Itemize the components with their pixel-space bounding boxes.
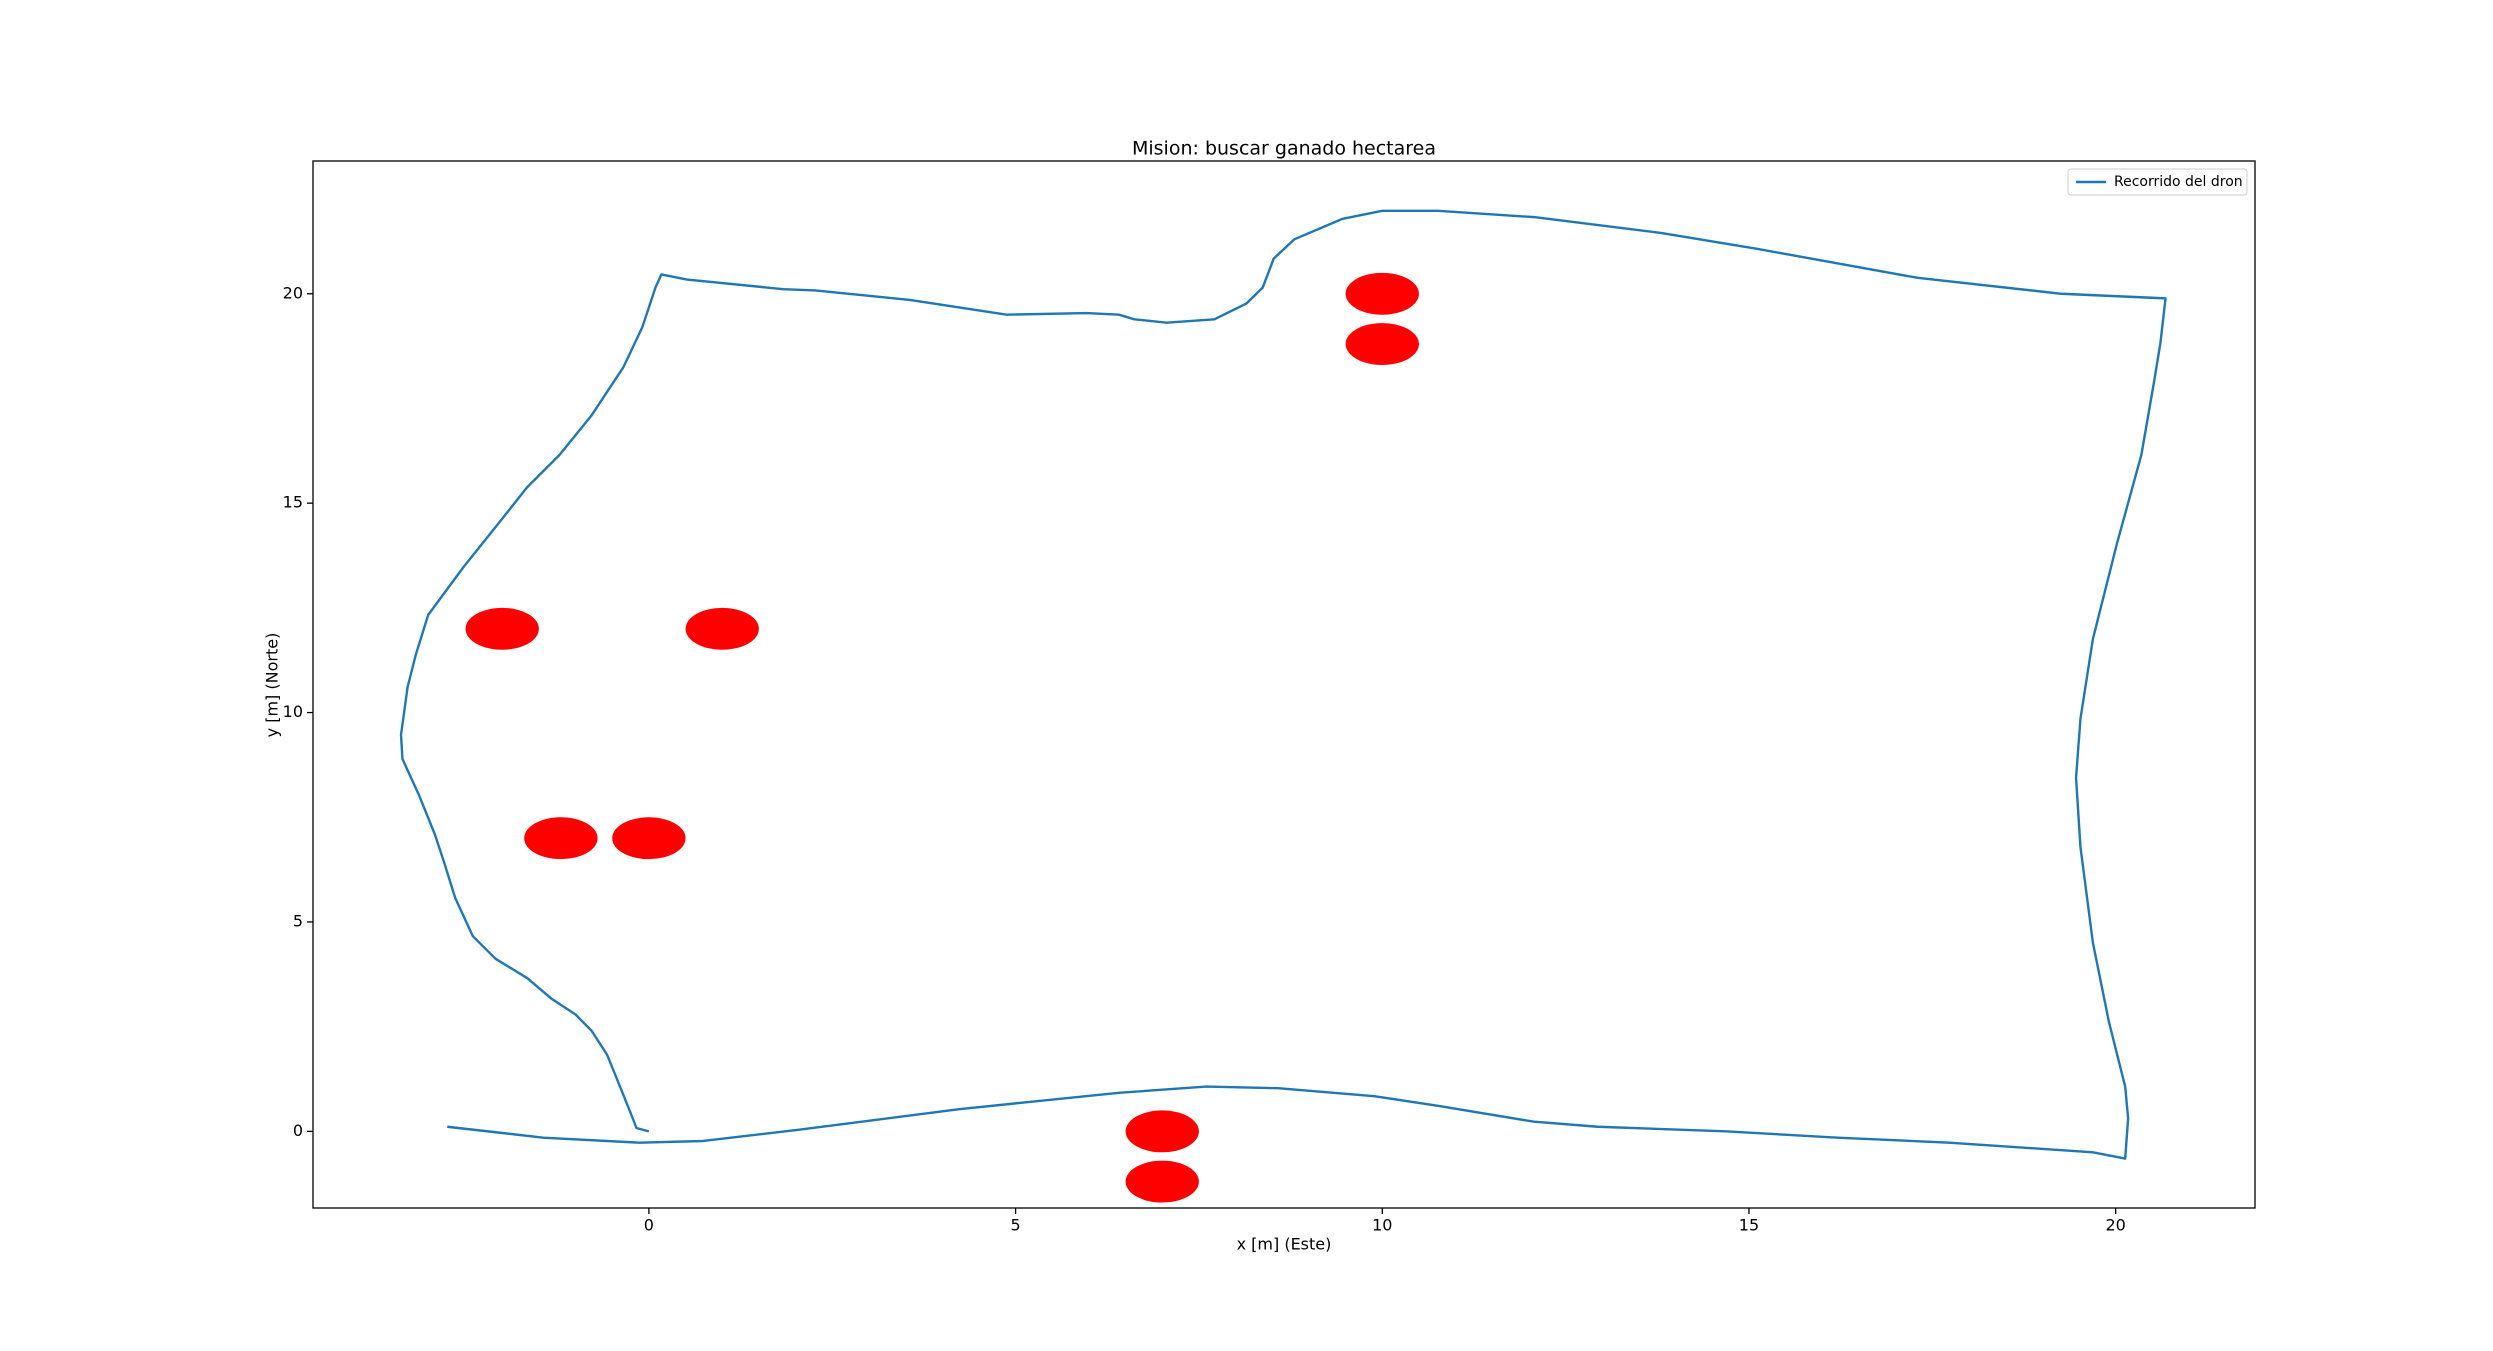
cattle-marker — [1125, 1110, 1199, 1153]
cattle-marker — [1125, 1160, 1199, 1203]
y-tick-label: 20 — [283, 283, 303, 302]
x-axis-label: x [m] (Este) — [1237, 1235, 1332, 1254]
drone-path — [399, 209, 2167, 1160]
y-axis-label: y [m] (Norte) — [263, 633, 282, 738]
cattle-marker — [465, 607, 539, 650]
legend-label: Recorrido del dron — [2114, 174, 2243, 190]
x-tick-label: 0 — [644, 1216, 654, 1235]
x-tick-label: 10 — [1372, 1216, 1392, 1235]
plot-frame — [312, 160, 2256, 1209]
legend-box — [2067, 168, 2248, 196]
x-tick-label: 20 — [2105, 1216, 2125, 1235]
cattle-marker — [685, 607, 759, 650]
chart-title: Mision: buscar ganado hectarea — [1132, 138, 1436, 160]
cattle-marker — [1345, 272, 1419, 315]
y-tick-label: 10 — [283, 702, 303, 721]
y-tick-label: 15 — [283, 493, 303, 512]
cattle-marker — [1345, 323, 1419, 365]
cattle-marker — [612, 817, 686, 860]
y-tick-label: 5 — [293, 911, 303, 930]
cattle-marker — [524, 817, 598, 860]
x-tick-label: 15 — [1739, 1216, 1759, 1235]
y-tick-label: 0 — [293, 1121, 303, 1140]
x-tick-label: 5 — [1010, 1216, 1020, 1235]
